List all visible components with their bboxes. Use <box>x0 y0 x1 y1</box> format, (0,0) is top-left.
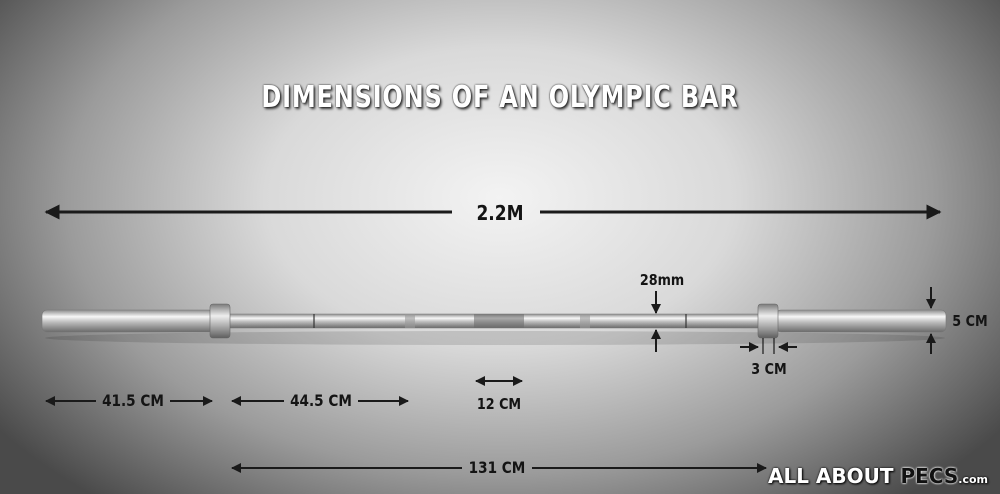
right-collar <box>757 303 779 339</box>
olympic-bar <box>41 303 947 339</box>
left-collar <box>209 303 231 339</box>
center-knurl <box>474 314 524 328</box>
sleeve-length-label: 41.5 CM <box>102 391 164 410</box>
sleeve-diameter-label: 5 CM <box>952 312 988 330</box>
site-logo: ALL ABOUT PECS.com <box>768 464 988 488</box>
shaft-length-label: 131 CM <box>468 458 526 477</box>
grip-section-label: 44.5 CM <box>290 391 352 410</box>
diagram-title: DIMENSIONS OF AN OLYMPIC BAR <box>261 80 739 115</box>
right-sleeve <box>775 309 947 333</box>
total-length-label: 2.2M <box>476 201 524 225</box>
center-knurl-label: 12 CM <box>476 395 522 413</box>
collar-width-label: 3 CM <box>751 360 787 378</box>
left-sleeve <box>41 309 215 333</box>
shaft-diameter-label: 28mm <box>639 271 685 289</box>
